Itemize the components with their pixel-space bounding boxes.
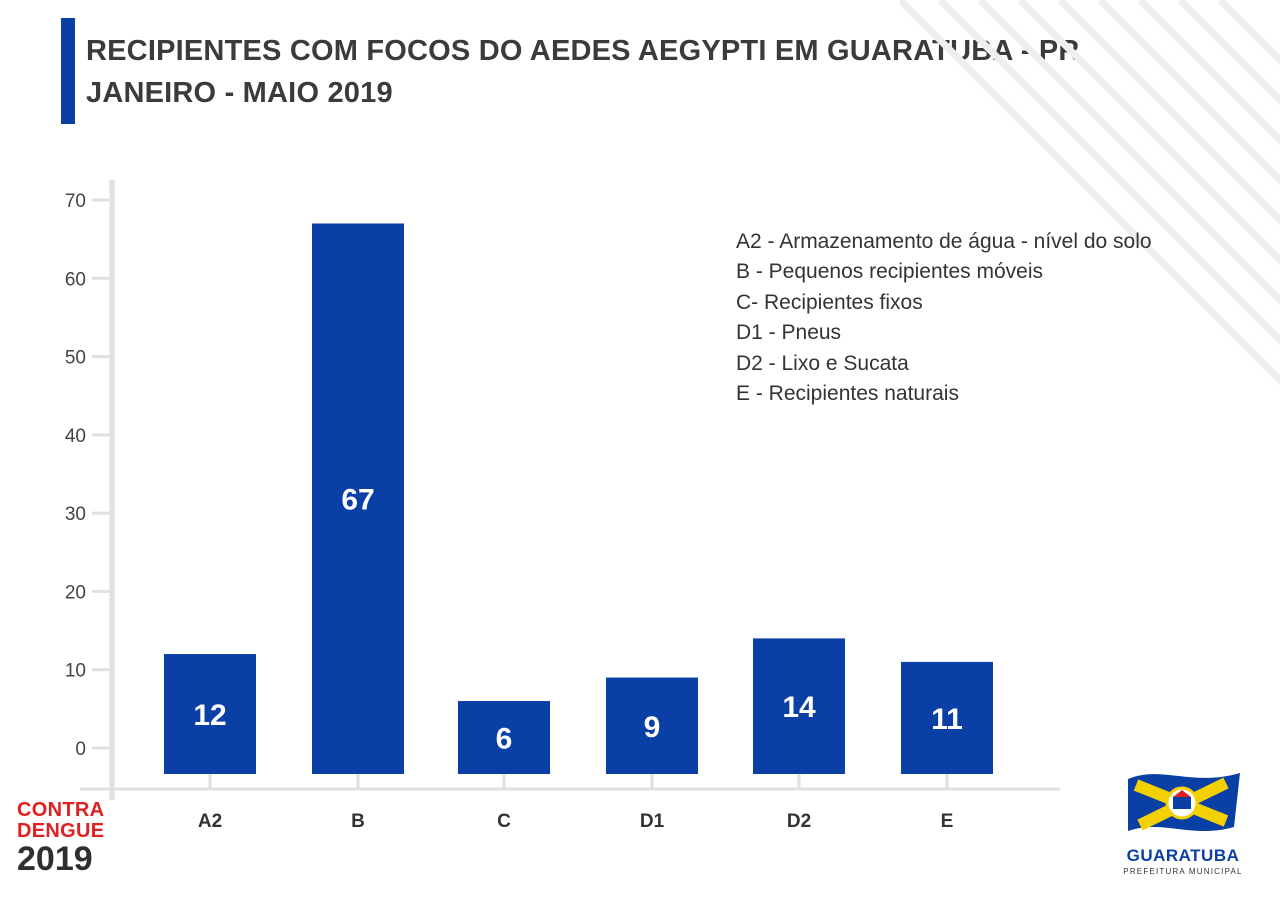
y-tick-label: 0 xyxy=(75,739,86,760)
logo-name: GUARATUBA xyxy=(1126,846,1240,865)
badge-line-2: DENGUE xyxy=(17,820,105,842)
y-tick-label: 60 xyxy=(65,269,86,290)
bar xyxy=(458,701,550,774)
y-tick-label: 20 xyxy=(65,582,86,603)
y-tick-label: 70 xyxy=(65,191,86,212)
y-tick-label: 10 xyxy=(65,661,86,682)
title-line-1: RECIPIENTES COM FOCOS DO AEDES AEGYPTI E… xyxy=(86,35,1080,67)
legend-item-b: B - Pequenos recipientes móveis xyxy=(736,260,1043,284)
contra-dengue-badge: CONTRA DENGUE 2019 xyxy=(17,800,104,876)
x-tick-label: D1 xyxy=(640,811,665,832)
x-tick-label: B xyxy=(351,811,365,832)
data-label: 14 xyxy=(782,691,816,724)
data-label: 67 xyxy=(341,484,374,517)
x-tick-label: A2 xyxy=(198,811,222,832)
y-tick-label: 30 xyxy=(65,504,86,525)
page-title: RECIPIENTES COM FOCOS DO AEDES AEGYPTI E… xyxy=(86,30,1080,114)
badge-year: 2019 xyxy=(17,840,93,878)
decorative-stripes xyxy=(900,0,1280,385)
y-tick-label: 50 xyxy=(65,348,86,369)
legend-item-c: C- Recipientes fixos xyxy=(736,290,923,314)
data-label: 6 xyxy=(496,723,513,756)
guaratuba-logo: GUARATUBA PREFEITURA MUNICIPAL xyxy=(1118,765,1248,876)
legend-item-e: E - Recipientes naturais xyxy=(736,382,959,406)
data-label: 9 xyxy=(644,711,661,744)
legend-item-d2: D2 - Lixo e Sucata xyxy=(736,351,909,375)
chart-axes xyxy=(80,180,1060,800)
bar xyxy=(164,654,256,774)
legend-item-a2: A2 - Armazenamento de água - nível do so… xyxy=(736,230,1152,253)
title-accent-bar xyxy=(61,18,75,124)
chart-legend: A2 - Armazenamento de água - nível do so… xyxy=(736,227,1152,409)
data-label: 12 xyxy=(193,699,226,732)
legend-item-d1: D1 - Pneus xyxy=(736,321,842,345)
x-tick-label: D2 xyxy=(787,811,811,832)
title-line-2: JANEIRO - MAIO 2019 xyxy=(86,77,393,109)
bar xyxy=(312,223,404,774)
logo-subtitle: PREFEITURA MUNICIPAL xyxy=(1123,867,1243,876)
data-label: 11 xyxy=(931,703,963,736)
y-tick-label: 40 xyxy=(65,426,86,447)
bar xyxy=(901,661,993,774)
badge-line-1: CONTRA xyxy=(17,799,105,821)
bar xyxy=(606,677,698,774)
bar xyxy=(753,638,845,774)
flag-icon xyxy=(1128,773,1240,831)
x-tick-label: C xyxy=(497,811,511,832)
x-tick-label: E xyxy=(941,811,954,832)
